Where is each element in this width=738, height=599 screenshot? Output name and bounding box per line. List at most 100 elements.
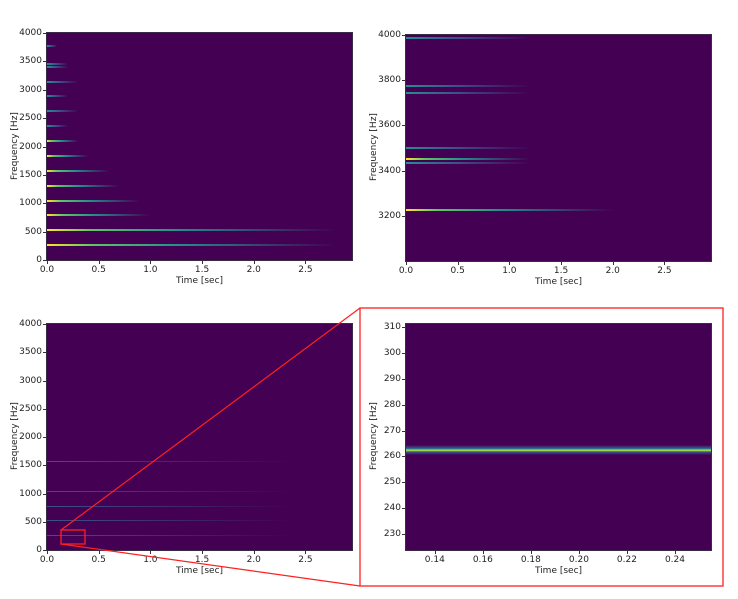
y-tick-mark (43, 89, 47, 91)
x-axis-label: Time [sec] (534, 566, 583, 576)
y-tick-label: 2000 (19, 432, 42, 442)
harmonic-band (47, 244, 337, 247)
harmonic-band (47, 535, 291, 537)
y-tick-label: 3000 (19, 84, 42, 95)
x-tick-label: 2.0 (246, 265, 261, 275)
harmonic-band (47, 520, 291, 522)
x-tick-mark (530, 550, 532, 554)
y-axis-label: Frequency [Hz] (369, 113, 379, 181)
x-tick-mark (482, 550, 484, 554)
harmonic-band (47, 95, 68, 98)
y-tick-label: 2500 (19, 113, 42, 124)
x-tick-mark (253, 550, 255, 554)
y-tick-label: 2500 (19, 403, 42, 414)
harmonic-band (47, 169, 110, 172)
y-tick-label: 310 (383, 321, 401, 332)
y-tick-mark (43, 203, 47, 205)
x-axis-label: Time [sec] (534, 277, 583, 287)
y-tick-mark (402, 456, 406, 458)
x-tick-mark (509, 261, 511, 265)
harmonic-band (47, 80, 79, 83)
x-tick-label: 1.0 (143, 555, 158, 565)
y-tick-mark (402, 125, 406, 127)
zoom-connector-bottom (60, 543, 361, 587)
y-tick-label: 1500 (19, 169, 42, 180)
y-tick-mark (43, 61, 47, 63)
y-axis-label: Frequency [Hz] (369, 402, 379, 470)
y-tick-mark (43, 465, 47, 467)
harmonic-band (47, 490, 291, 492)
x-tick-label: 2.5 (657, 266, 672, 276)
y-tick-label: 2000 (19, 141, 42, 152)
y-tick-label: 290 (383, 373, 401, 384)
fundamental-band (406, 444, 711, 455)
plot-area (406, 324, 711, 550)
y-tick-label: 3400 (378, 165, 401, 176)
y-tick-mark (402, 430, 406, 432)
plot-area (406, 35, 711, 261)
x-tick-mark (98, 550, 100, 554)
y-tick-mark (43, 324, 47, 325)
harmonic-band (406, 91, 531, 94)
y-tick-mark (43, 521, 47, 523)
x-tick-mark (47, 550, 48, 554)
y-tick-mark (402, 170, 406, 172)
x-tick-mark (612, 261, 614, 265)
y-tick-label: 3000 (19, 375, 42, 386)
x-tick-label: 0.0 (39, 555, 55, 565)
y-tick-mark (43, 352, 47, 354)
harmonic-band (406, 158, 531, 161)
y-axis-label: Frequency [Hz] (10, 111, 20, 180)
y-tick-label: 3500 (19, 347, 42, 358)
y-tick-label: 3600 (378, 120, 401, 131)
y-tick-mark (43, 380, 47, 382)
y-tick-mark (43, 550, 47, 551)
harmonic-band (47, 125, 68, 128)
harmonic-band (47, 229, 337, 232)
y-tick-mark (402, 534, 406, 536)
y-tick-label: 1000 (19, 488, 42, 499)
y-tick-label: 230 (383, 529, 401, 540)
harmonic-band (47, 461, 291, 463)
y-axis-label: Frequency [Hz] (10, 402, 20, 470)
plot-area (47, 324, 352, 550)
x-axis-label: Time [sec] (175, 276, 224, 286)
x-tick-mark (98, 260, 100, 264)
y-tick-mark (43, 231, 47, 233)
x-tick-mark (434, 550, 436, 554)
y-tick-mark (43, 408, 47, 410)
x-tick-mark (561, 261, 563, 265)
harmonic-band (47, 184, 120, 187)
harmonic-band (406, 209, 613, 212)
y-tick-mark (402, 404, 406, 406)
y-tick-label: 4000 (19, 28, 42, 38)
x-tick-label: 2.5 (298, 555, 313, 565)
x-tick-label: 0.5 (450, 266, 465, 276)
x-tick-mark (47, 260, 48, 264)
y-tick-mark (402, 80, 406, 82)
harmonic-band (47, 214, 151, 217)
x-tick-mark (664, 261, 666, 265)
x-tick-mark (578, 550, 580, 554)
y-tick-label: 1000 (19, 198, 42, 209)
harmonic-band (47, 140, 79, 143)
y-tick-label: 300 (383, 347, 401, 358)
y-tick-mark (402, 508, 406, 510)
x-tick-mark (457, 261, 459, 265)
harmonic-band (406, 84, 531, 87)
x-tick-label: 0.16 (472, 555, 493, 565)
y-tick-mark (43, 437, 47, 438)
y-tick-mark (402, 378, 406, 380)
y-tick-mark (43, 174, 47, 176)
y-tick-label: 3500 (19, 56, 42, 67)
y-tick-label: 3200 (378, 210, 401, 221)
harmonic-band (47, 154, 89, 157)
x-tick-mark (626, 550, 628, 554)
y-tick-mark (402, 35, 406, 36)
y-tick-mark (402, 326, 406, 328)
x-tick-mark (202, 260, 204, 264)
y-tick-mark (43, 33, 47, 34)
y-tick-label: 240 (383, 503, 401, 514)
x-tick-label: 1.5 (194, 555, 210, 565)
x-tick-label: 0.5 (91, 265, 106, 275)
